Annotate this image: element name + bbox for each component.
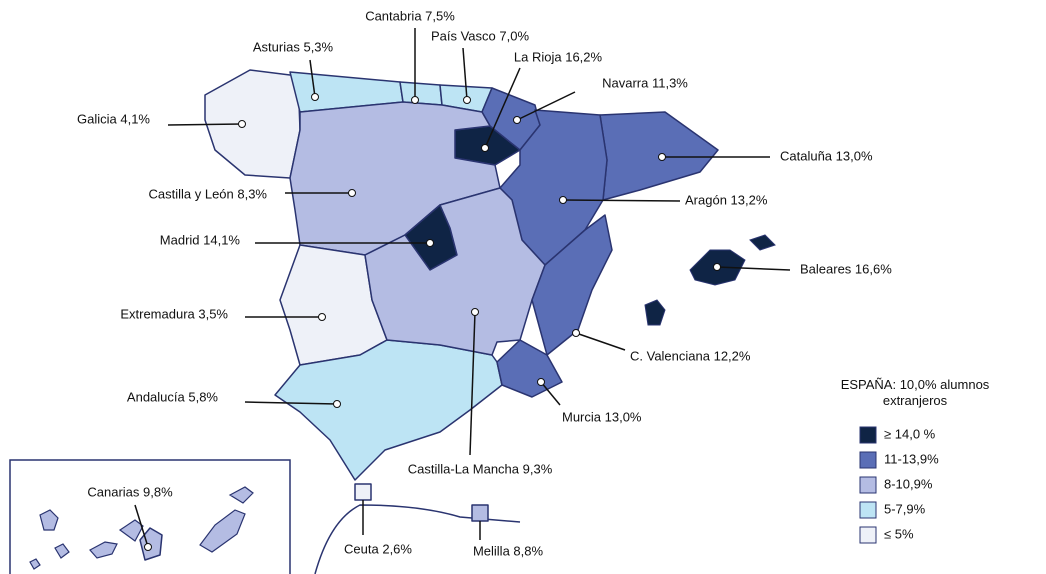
region-dot — [426, 239, 434, 247]
region-dot — [572, 329, 580, 337]
leader-line — [575, 332, 626, 351]
region-label: Aragón 13,2% — [685, 192, 768, 207]
region-dot — [658, 153, 666, 161]
region-label: Castilla-La Mancha 9,3% — [408, 461, 553, 476]
region-label: Ceuta 2,6% — [344, 541, 412, 556]
legend-title: ESPAÑA: 10,0% alumnos extranjeros — [840, 377, 990, 408]
legend-label: 8-10,9% — [884, 476, 933, 491]
region-dot — [471, 308, 479, 316]
region-label: Murcia 13,0% — [562, 409, 642, 424]
region-dot — [348, 189, 356, 197]
region-dot — [713, 263, 721, 271]
region — [139, 527, 163, 561]
legend-label: 5-7,9% — [884, 501, 926, 516]
region — [496, 339, 563, 398]
region-dot — [318, 313, 326, 321]
region-label: Andalucía 5,8% — [127, 389, 219, 404]
region-dot — [311, 93, 319, 101]
leader-line — [309, 59, 316, 98]
leader-line — [167, 123, 243, 126]
legend-label: 11-13,9% — [884, 451, 939, 466]
region-label: Galicia 4,1% — [77, 111, 150, 126]
region-label: Madrid 14,1% — [160, 232, 241, 247]
leader-line — [484, 67, 521, 149]
region-dot — [411, 96, 419, 104]
region-label: País Vasco 7,0% — [431, 28, 529, 43]
region-dot — [238, 120, 246, 128]
region-dot — [481, 144, 489, 152]
leader-line — [716, 266, 791, 271]
leader-line — [462, 47, 468, 101]
legend-swatch — [859, 501, 877, 519]
canarias-inset — [9, 459, 291, 574]
region-label: Melilla 8,8% — [473, 543, 544, 558]
region-label: La Rioja 16,2% — [514, 49, 603, 64]
region-label: Extremadura 3,5% — [120, 306, 228, 321]
region-dot — [463, 96, 471, 104]
region-dot — [513, 116, 521, 124]
region-label: Cataluña 13,0% — [780, 148, 873, 163]
region-label: Baleares 16,6% — [800, 261, 892, 276]
leader-line — [540, 381, 561, 406]
leader-line — [134, 504, 149, 548]
leader-line — [562, 199, 681, 202]
region — [354, 483, 372, 501]
legend-swatch — [859, 451, 877, 469]
region-dot — [144, 543, 152, 551]
region-dot — [333, 400, 341, 408]
leader-line — [244, 401, 338, 405]
region-dot — [537, 378, 545, 386]
legend-swatch — [859, 476, 877, 494]
baleares-islands — [644, 234, 776, 326]
region — [531, 214, 613, 356]
region-label: C. Valenciana 12,2% — [630, 348, 751, 363]
region-label: Navarra 11,3% — [602, 75, 688, 90]
region-label: Asturias 5,3% — [253, 39, 334, 54]
legend-label: ≥ 14,0 % — [884, 426, 936, 441]
region — [471, 504, 489, 522]
legend-swatch — [859, 526, 877, 544]
region-label: Cantabria 7,5% — [365, 8, 455, 23]
region-label: Castilla y León 8,3% — [148, 186, 267, 201]
region — [364, 187, 546, 356]
region-dot — [559, 196, 567, 204]
legend-swatch — [859, 426, 877, 444]
legend-label: ≤ 5% — [884, 526, 914, 541]
leader-line — [469, 311, 476, 456]
leader-line — [516, 91, 576, 121]
region-label: Canarias 9,8% — [87, 484, 173, 499]
africa-coast — [314, 504, 521, 574]
